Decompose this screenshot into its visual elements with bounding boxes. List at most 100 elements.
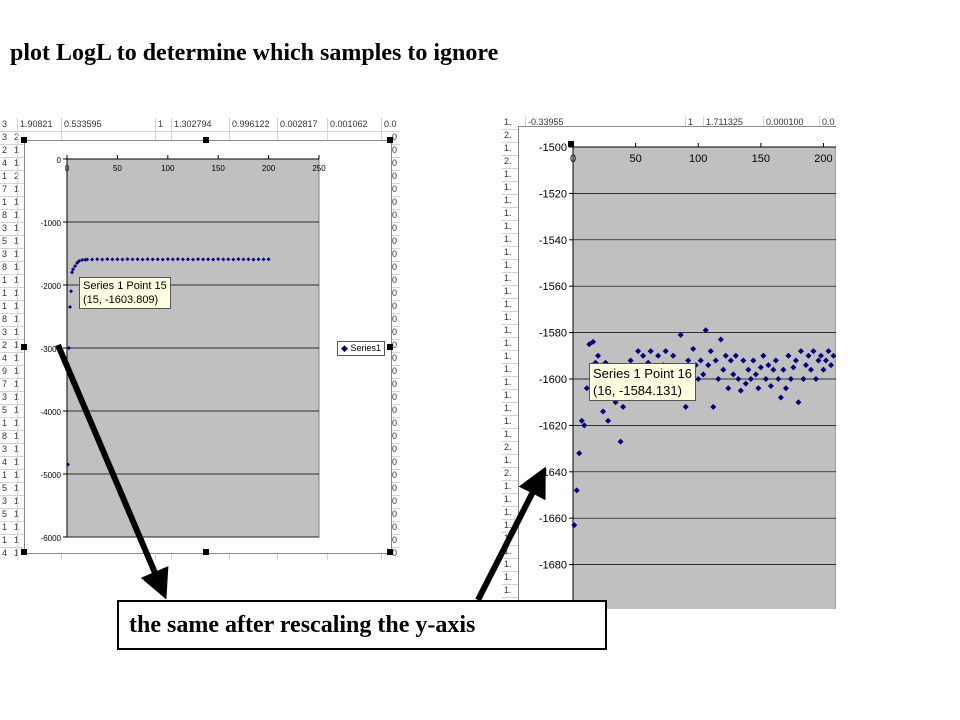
data-point[interactable]	[180, 257, 185, 262]
data-point[interactable]	[68, 305, 73, 310]
data-point[interactable]	[757, 364, 764, 371]
selection-handle[interactable]	[21, 549, 27, 555]
data-point[interactable]	[640, 352, 647, 359]
selection-handle[interactable]	[21, 344, 27, 350]
data-point[interactable]	[690, 345, 697, 352]
data-point[interactable]	[682, 403, 689, 410]
data-point[interactable]	[201, 257, 206, 262]
selection-handle[interactable]	[387, 137, 393, 143]
data-point[interactable]	[662, 348, 669, 355]
data-point[interactable]	[760, 352, 767, 359]
selection-handle[interactable]	[387, 344, 393, 350]
data-point[interactable]	[705, 362, 712, 369]
data-point[interactable]	[170, 257, 175, 262]
data-point[interactable]	[110, 257, 115, 262]
data-point[interactable]	[727, 357, 734, 364]
data-point[interactable]	[765, 362, 772, 369]
data-point[interactable]	[717, 336, 724, 343]
data-point[interactable]	[792, 357, 799, 364]
selection-handle[interactable]	[203, 549, 209, 555]
data-point[interactable]	[710, 403, 717, 410]
data-point[interactable]	[256, 257, 261, 262]
data-point[interactable]	[697, 357, 704, 364]
data-point[interactable]	[772, 357, 779, 364]
data-point[interactable]	[600, 408, 607, 415]
data-point[interactable]	[130, 257, 135, 262]
data-point[interactable]	[221, 257, 226, 262]
data-point[interactable]	[817, 352, 824, 359]
selection-handle[interactable]	[21, 137, 27, 143]
data-point[interactable]	[160, 257, 165, 262]
data-point[interactable]	[226, 257, 231, 262]
data-point[interactable]	[71, 267, 76, 272]
data-point[interactable]	[573, 487, 580, 494]
data-point[interactable]	[807, 366, 814, 373]
data-point[interactable]	[595, 352, 602, 359]
data-point[interactable]	[770, 366, 777, 373]
data-point[interactable]	[145, 257, 150, 262]
data-point[interactable]	[627, 357, 634, 364]
data-point[interactable]	[827, 362, 834, 369]
data-point[interactable]	[196, 257, 201, 262]
data-point[interactable]	[578, 417, 585, 424]
data-point[interactable]	[125, 257, 130, 262]
data-point[interactable]	[702, 327, 709, 334]
data-point[interactable]	[216, 257, 221, 262]
data-point[interactable]	[576, 450, 583, 457]
chart-right[interactable]: -1500 -1520 -1540 -1560 -1580 -1600 -1620 -1640…	[518, 126, 836, 609]
data-point[interactable]	[712, 357, 719, 364]
data-point[interactable]	[266, 257, 271, 262]
data-point[interactable]	[822, 357, 829, 364]
data-point[interactable]	[206, 257, 211, 262]
data-point[interactable]	[241, 257, 246, 262]
selection-handle[interactable]	[203, 137, 209, 143]
data-point[interactable]	[795, 399, 802, 406]
data-point[interactable]	[745, 366, 752, 373]
data-point[interactable]	[695, 376, 702, 382]
data-point[interactable]	[655, 352, 662, 359]
data-point[interactable]	[155, 257, 160, 262]
data-point[interactable]	[592, 359, 599, 366]
data-point[interactable]	[150, 257, 155, 262]
data-point[interactable]	[231, 257, 236, 262]
data-point[interactable]	[90, 257, 95, 262]
data-point[interactable]	[720, 366, 727, 373]
data-point[interactable]	[780, 366, 787, 373]
data-point[interactable]	[725, 385, 732, 392]
data-point[interactable]	[800, 376, 807, 382]
data-point[interactable]	[737, 387, 744, 394]
data-point[interactable]	[805, 352, 812, 359]
data-point[interactable]	[175, 257, 180, 262]
data-point[interactable]	[732, 352, 739, 359]
data-point[interactable]	[590, 338, 597, 345]
data-point[interactable]	[83, 257, 88, 262]
data-point[interactable]	[685, 357, 692, 364]
data-point[interactable]	[647, 348, 654, 355]
data-point[interactable]	[802, 362, 809, 369]
chart-left[interactable]: 0 -1000 -2000 -3000 -4000 -5000 -6000 0 50 100 150…	[24, 140, 392, 554]
data-point[interactable]	[677, 331, 684, 338]
data-point[interactable]	[752, 371, 759, 378]
data-point[interactable]	[165, 257, 170, 262]
data-point[interactable]	[251, 257, 256, 262]
data-point[interactable]	[767, 382, 774, 389]
data-point[interactable]	[750, 357, 757, 364]
data-point[interactable]	[236, 257, 241, 262]
data-point[interactable]	[120, 257, 125, 262]
data-point[interactable]	[790, 364, 797, 371]
data-point[interactable]	[69, 289, 74, 294]
data-point[interactable]	[740, 357, 747, 364]
data-point[interactable]	[586, 341, 593, 348]
data-point[interactable]	[70, 270, 75, 275]
data-point[interactable]	[581, 422, 588, 429]
data-point[interactable]	[620, 403, 627, 410]
data-point[interactable]	[100, 257, 105, 262]
data-point[interactable]	[777, 394, 784, 401]
selection-handle[interactable]	[387, 549, 393, 555]
data-point[interactable]	[735, 376, 742, 382]
data-point[interactable]	[825, 348, 832, 355]
data-point[interactable]	[820, 366, 827, 373]
data-point[interactable]	[73, 264, 78, 269]
data-point[interactable]	[700, 371, 707, 378]
data-point[interactable]	[261, 257, 266, 262]
